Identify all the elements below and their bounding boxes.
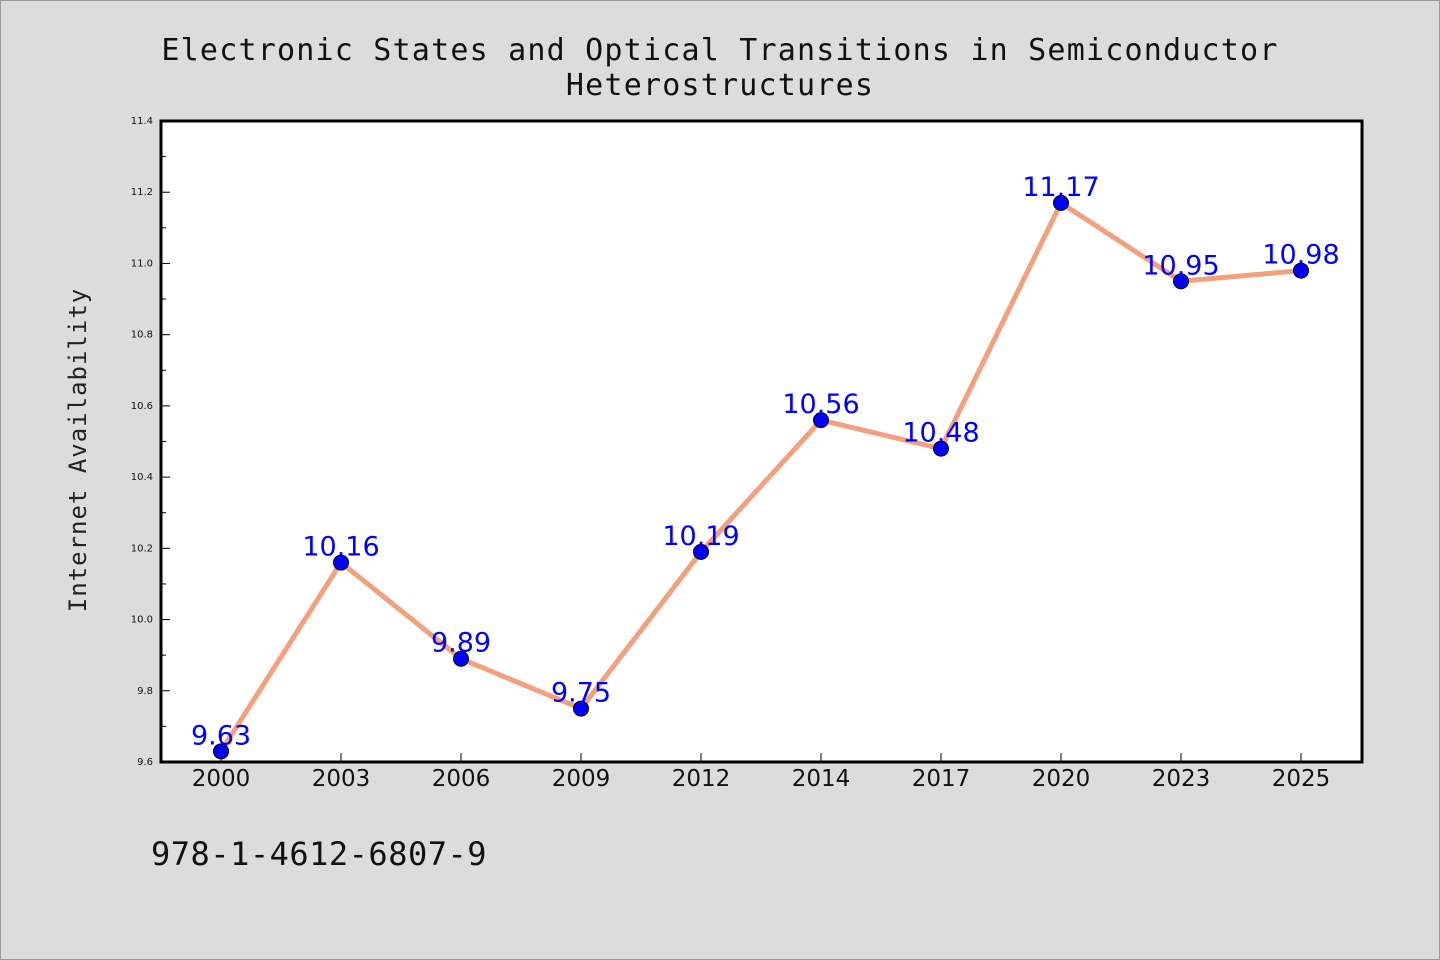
data-point	[333, 554, 349, 571]
x-tick-label: 2025	[1272, 766, 1331, 792]
data-point	[1173, 273, 1189, 290]
data-label: 10.16	[302, 532, 379, 563]
y-tick-label: 10.6	[131, 401, 153, 412]
data-point	[453, 650, 469, 667]
data-label: 9.63	[191, 720, 251, 751]
y-tick-label: 10.8	[131, 330, 153, 341]
series-line	[218, 200, 1304, 754]
chart-title: Electronic States and Optical Transition…	[161, 33, 1279, 103]
x-tick-label: 2000	[192, 766, 251, 792]
data-label: 11.17	[1022, 172, 1099, 203]
y-tick-label: 11.4	[131, 116, 153, 127]
series-markers-group	[213, 194, 1309, 760]
x-axis: 2000 2003 2006 2009 2012 2014 2017 2020 2023 2025	[192, 753, 1331, 792]
x-tick-label: 2017	[912, 766, 971, 792]
x-tick-label: 2020	[1032, 766, 1091, 792]
data-label: 9.75	[551, 678, 611, 709]
data-point	[213, 743, 229, 760]
data-label: 10.95	[1142, 250, 1219, 281]
y-tick-label: 10.4	[131, 472, 153, 483]
data-label: 9.89	[431, 628, 491, 659]
plot-area	[159, 119, 1364, 764]
y-tick-label: 11.2	[131, 187, 153, 198]
data-point	[1053, 194, 1069, 211]
data-label: 10.19	[662, 521, 739, 552]
data-point	[573, 700, 589, 717]
y-tick-label: 10.0	[131, 615, 153, 626]
data-point	[693, 543, 709, 560]
x-tick-label: 2006	[432, 766, 491, 792]
y-tick-label: 11.0	[131, 258, 153, 269]
y-axis: 9.6 9.8 10.0 10.2 10.4 10.6 10.8 11.0 11.2 11.4	[131, 116, 170, 768]
y-tick-label: 9.8	[137, 686, 153, 697]
data-labels-group: 9.63 10.16 9.89 9.75 10.19 10.56 10.48 11.17 10.…	[191, 172, 1340, 751]
data-label: 10.48	[902, 418, 979, 449]
x-tick-label: 2014	[792, 766, 851, 792]
data-point	[1293, 262, 1309, 279]
data-label: 10.98	[1262, 240, 1339, 271]
y-tick-label: 9.6	[137, 757, 153, 768]
x-tick-label: 2003	[312, 766, 371, 792]
x-tick-label: 2009	[552, 766, 611, 792]
x-tick-label: 2023	[1152, 766, 1211, 792]
data-label: 10.56	[782, 389, 859, 420]
data-point	[813, 412, 829, 429]
data-point	[933, 440, 949, 457]
x-tick-label: 2012	[672, 766, 731, 792]
y-axis-label: Internet Availability	[64, 288, 92, 612]
y-tick-label: 10.2	[131, 543, 153, 554]
identifier-text: 978-1-4612-6807-9	[151, 835, 488, 873]
series-line-group	[218, 200, 1304, 754]
